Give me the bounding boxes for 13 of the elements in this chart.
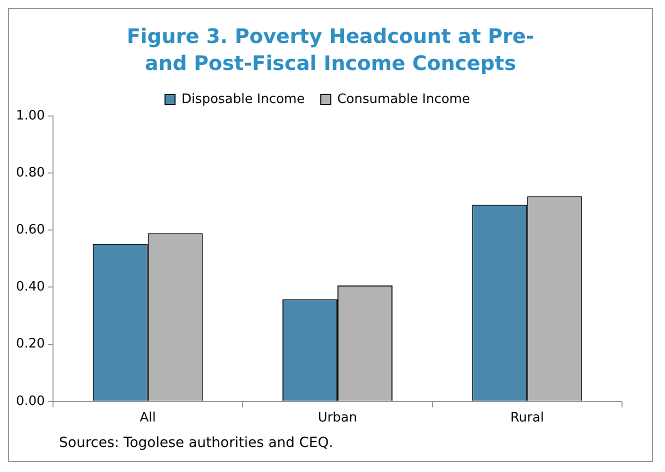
source-note: Sources: Togolese authorities and CEQ. xyxy=(58,434,334,453)
x-tick-label: Rural xyxy=(510,410,544,426)
y-tick-label: 0.60 xyxy=(16,222,45,238)
x-tick-label: All xyxy=(140,410,156,426)
legend-label: Disposable Income xyxy=(182,92,305,107)
y-tick-label: 0.20 xyxy=(16,336,45,352)
y-tick-label: 0.00 xyxy=(16,394,45,409)
y-tick-label: 1.00 xyxy=(16,108,45,124)
chart-title: Figure 3. Poverty Headcount at Pre- and Post-Fiscal Income Concepts xyxy=(126,23,536,77)
x-tick-label: Urban xyxy=(318,410,358,426)
legend-label: Consumable Income xyxy=(337,92,470,107)
y-tick-label: 0.80 xyxy=(16,165,45,180)
y-tick-label: 0.40 xyxy=(16,280,45,295)
